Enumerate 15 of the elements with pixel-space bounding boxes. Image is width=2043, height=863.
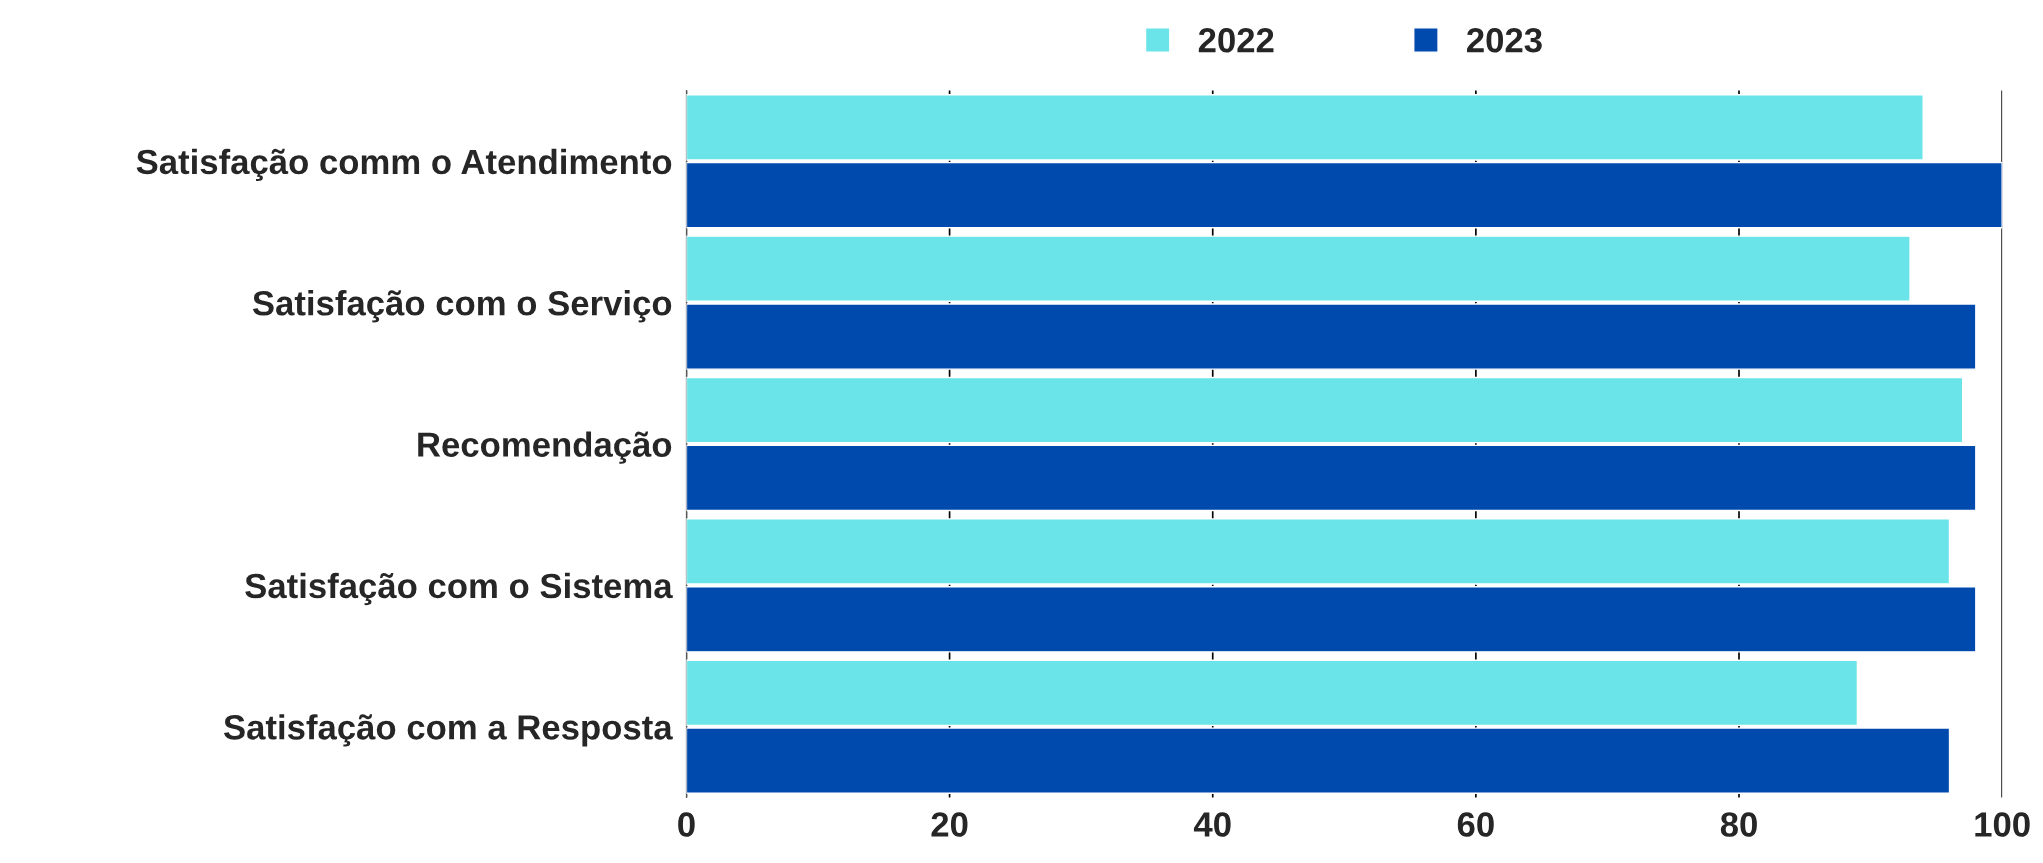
legend-label: 2023 <box>1467 27 1542 53</box>
x-tick-label: 100 <box>1975 812 2030 837</box>
x-tick-label: 40 <box>1193 812 1231 837</box>
x-tick-label: 60 <box>1457 812 1494 837</box>
x-tick-label: 80 <box>1720 812 1757 837</box>
x-tick-label: 0 <box>678 812 695 837</box>
legend-label: 2022 <box>1198 27 1274 53</box>
y-tick-label: Recomendação <box>418 431 672 464</box>
bar <box>686 444 1977 512</box>
y-tick-label: Satisfação com o Serviço <box>252 290 672 323</box>
y-tick-label: Satisfação com a Resposta <box>223 714 673 747</box>
x-tick-label: 20 <box>931 812 968 837</box>
bar <box>686 376 1964 444</box>
y-tick-label: Satisfação com o Sistema <box>245 572 673 606</box>
y-tick-label: Satisfação comm o Atendimento <box>136 148 672 182</box>
